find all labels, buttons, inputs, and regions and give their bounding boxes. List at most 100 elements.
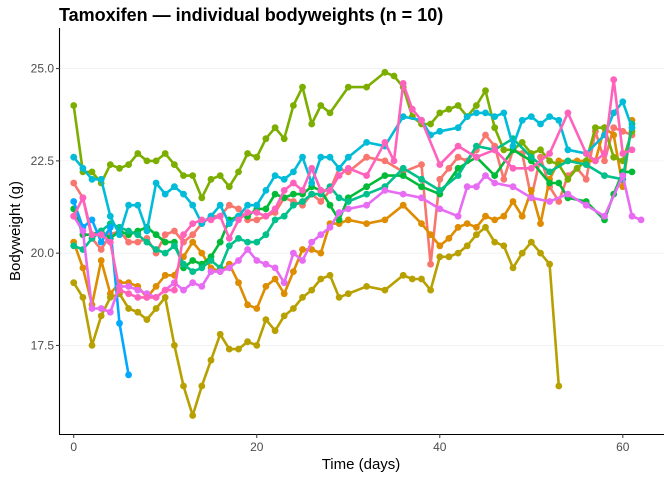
data-point [335,164,343,172]
data-point [271,275,279,283]
data-point [189,238,197,246]
data-point [97,257,105,264]
data-point [235,235,242,242]
data-point [363,220,370,228]
data-point [225,235,233,242]
data-point [271,216,279,224]
data-point [454,212,462,220]
chart-title: Tamoxifen — individual bodyweights (n = … [59,5,443,25]
data-point [527,153,535,161]
data-point [473,102,480,109]
data-point [235,216,242,224]
data-point [427,286,434,294]
data-point [235,205,242,213]
data-point [381,68,389,76]
data-point [619,172,627,180]
data-point [106,238,114,246]
data-point [592,157,599,165]
data-point [564,109,572,117]
data-point [363,283,370,290]
data-point [216,172,224,180]
data-point [106,223,114,231]
data-point [70,279,78,287]
x-tick-label: 20 [250,440,264,454]
data-point [592,124,599,132]
data-point [445,235,453,242]
data-point [161,150,169,157]
data-point [262,187,270,194]
data-point [564,146,572,154]
data-point [88,216,96,224]
data-point [198,216,206,224]
data-point [628,146,636,154]
data-point [527,113,535,120]
data-point [225,264,233,272]
data-point [244,338,252,346]
data-point [344,290,352,298]
data-point [262,212,270,220]
data-point [125,161,132,169]
data-point [134,294,142,301]
data-point [463,220,471,228]
data-point [363,83,370,91]
series-3 [70,223,563,419]
data-point [509,198,517,205]
data-point [253,257,261,264]
x-tick-label: 40 [433,440,447,454]
data-point [527,187,535,194]
data-point [317,102,325,109]
data-point [418,161,425,169]
data-point [317,198,325,205]
data-point [180,382,187,390]
data-point [363,183,370,191]
data-point [262,260,270,268]
data-point [143,294,151,301]
data-point [125,238,132,246]
data-point [308,164,316,172]
data-point [207,268,215,275]
data-point [601,172,608,180]
data-point [436,253,444,261]
data-point [317,153,325,161]
data-point [262,283,270,290]
data-point [125,305,132,312]
y-tick-label: 17.5 [31,338,55,352]
data-point [491,216,499,224]
data-point [573,164,581,172]
data-point [317,249,325,257]
data-point [628,212,636,220]
data-point [537,146,544,154]
data-point [271,264,279,272]
data-point [454,102,462,109]
data-point [335,209,343,216]
data-point [189,268,197,275]
data-point [198,249,206,257]
data-point [527,238,535,246]
data-point [473,183,480,191]
data-point [463,242,471,250]
data-point [198,264,206,272]
y-axis-title: Bodyweight (g) [7,181,24,281]
data-point [97,305,105,312]
data-point [326,109,334,117]
data-point [326,201,334,209]
data-point [125,201,132,209]
data-point [335,294,343,301]
data-point [299,294,306,301]
data-point [290,249,297,257]
data-point [445,164,453,172]
data-point [454,164,462,172]
data-point [317,231,325,239]
data-point [610,76,618,84]
data-point [399,201,407,209]
data-point [408,275,416,283]
data-point [88,231,96,239]
data-point [454,223,462,231]
data-point [363,172,370,180]
data-point [299,246,306,253]
data-point [244,246,252,253]
data-point [116,286,123,294]
data-point [253,238,261,246]
data-point [70,212,78,220]
data-point [445,253,453,261]
